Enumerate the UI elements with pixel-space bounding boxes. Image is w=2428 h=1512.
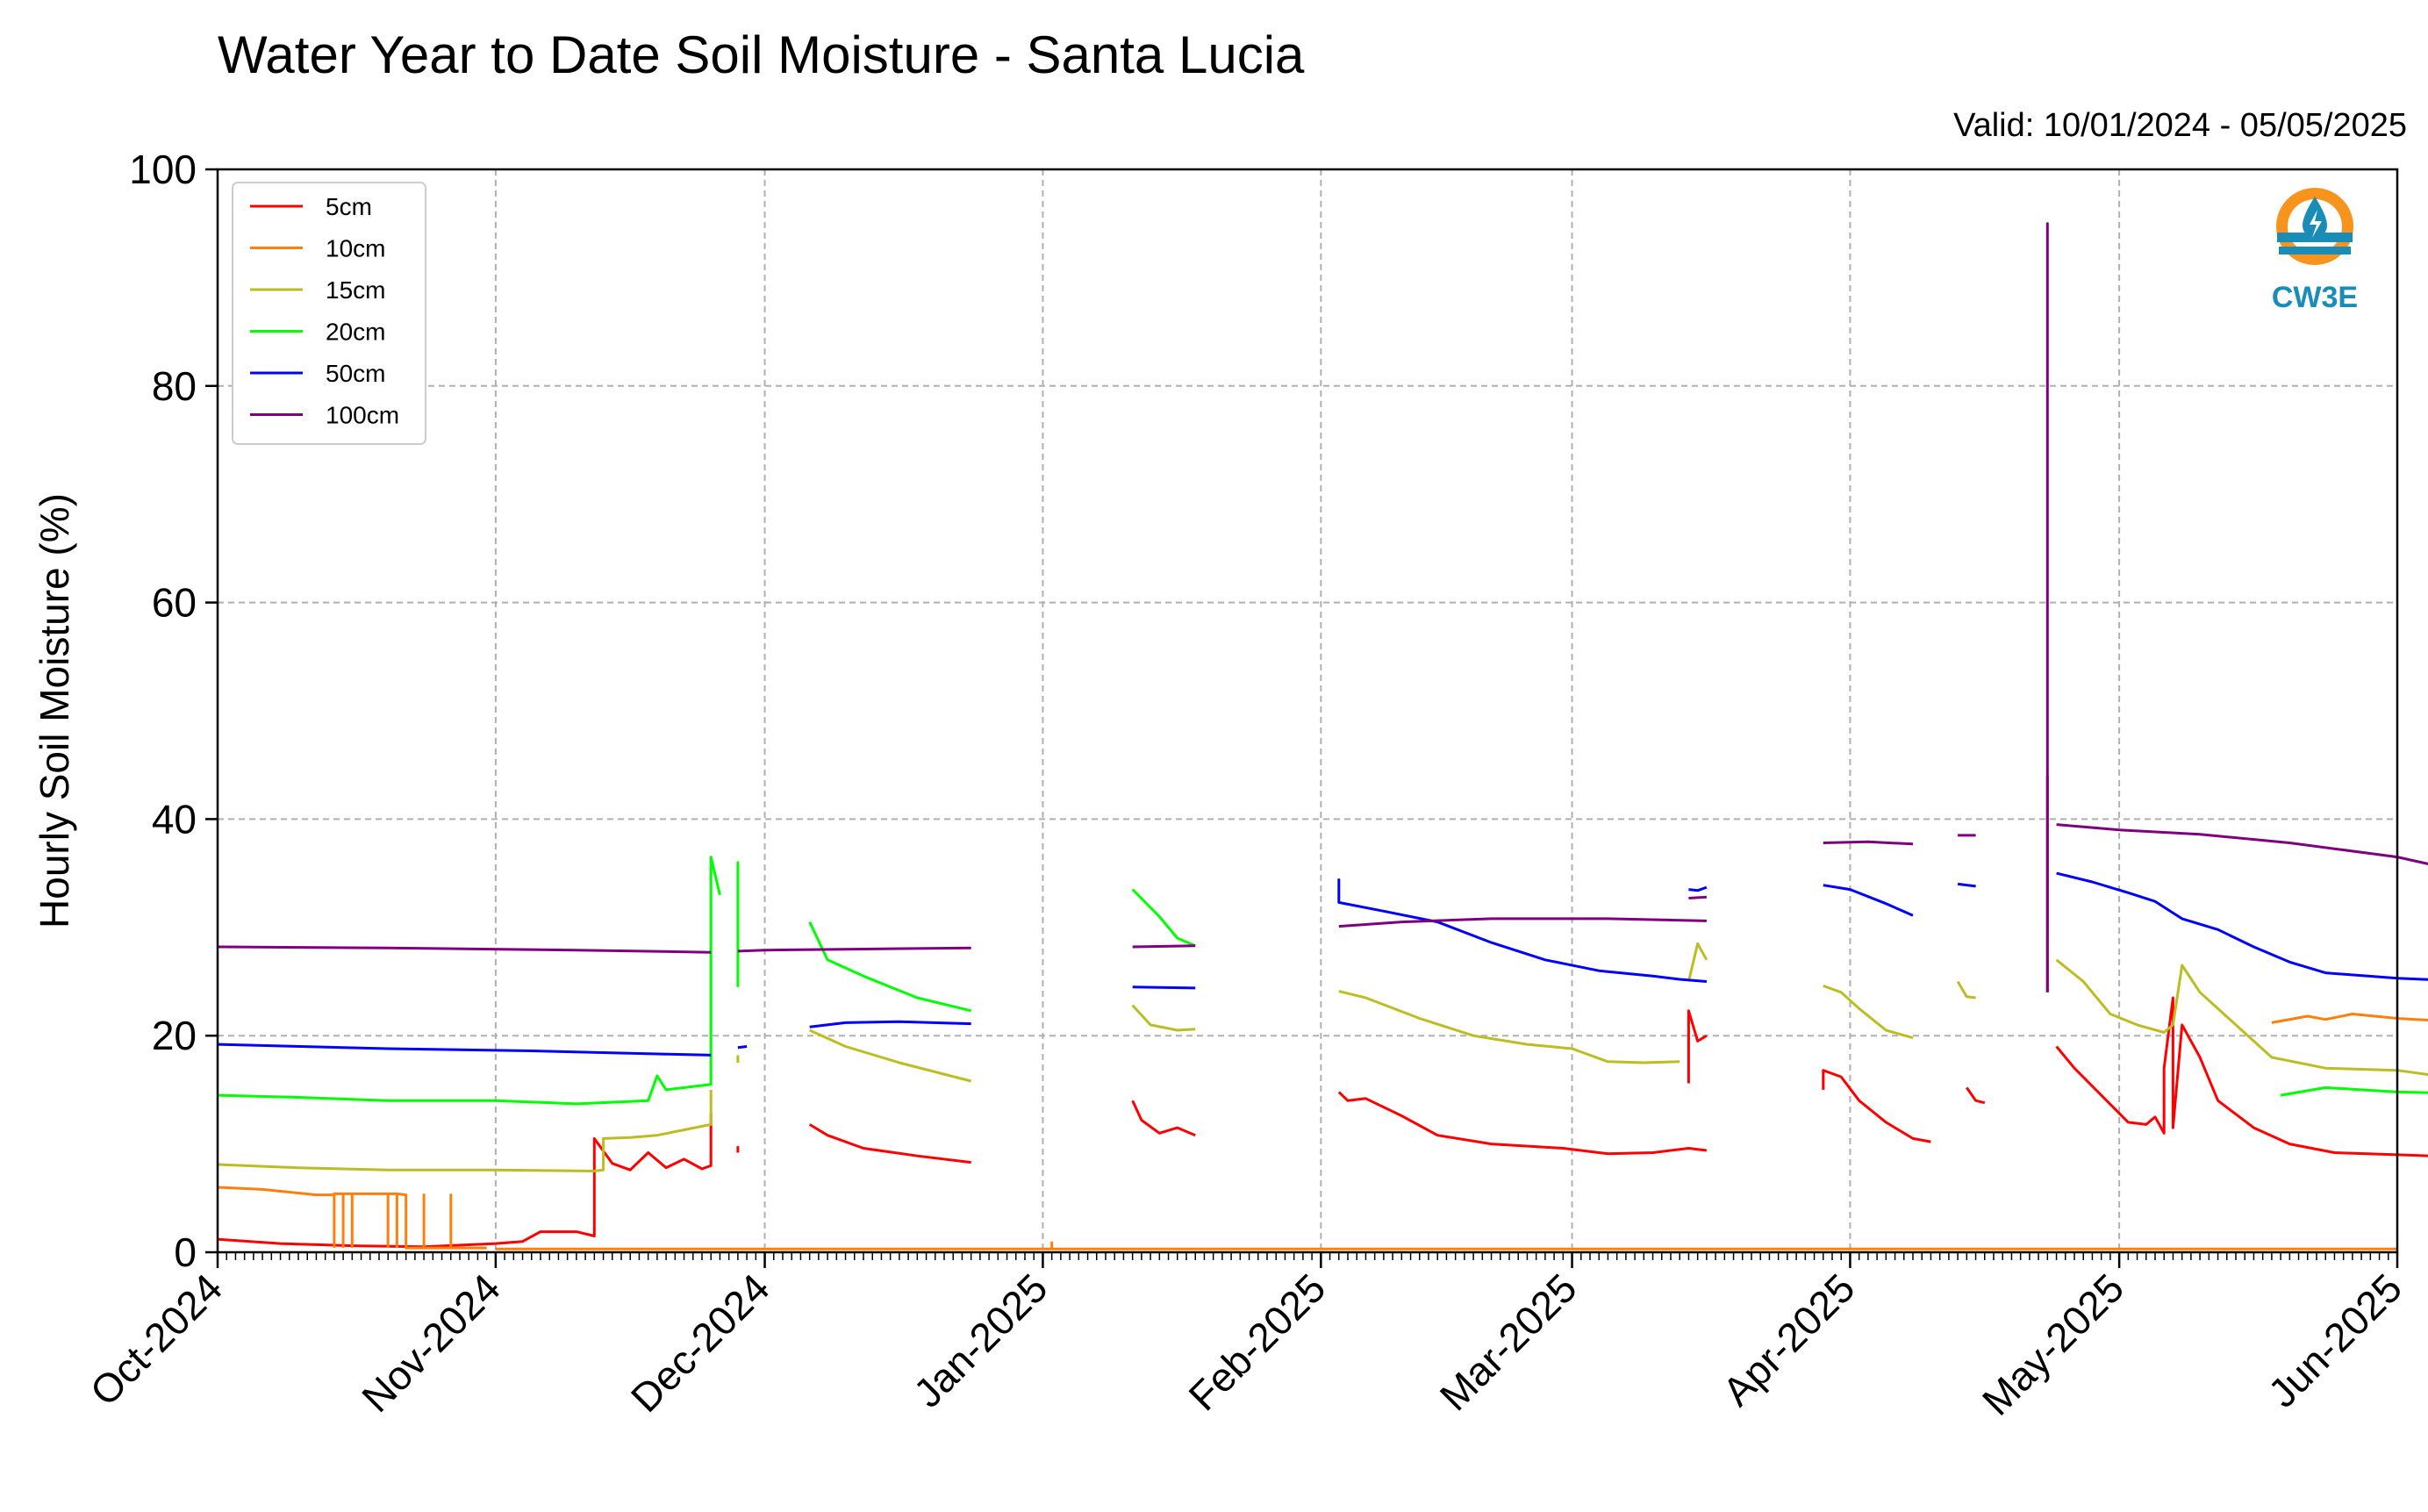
series-line-50cm [1688, 885, 1708, 892]
x-tick-label: Jan-2025 [905, 1265, 1056, 1415]
cw3e-logo-text: CW3E [2272, 281, 2358, 314]
y-tick-label: 0 [174, 1229, 197, 1275]
series-line-20cm [2280, 1086, 2428, 1097]
series-line-15cm [1823, 984, 1914, 1040]
y-tick-label: 40 [152, 796, 197, 842]
series-line-15cm [809, 1028, 972, 1083]
series-line-50cm [2056, 871, 2428, 981]
series-line-5cm [1687, 1009, 1708, 1084]
series-line-15cm [1131, 1004, 1196, 1032]
series-line-5cm [1822, 1069, 1931, 1143]
x-tick-label: Mar-2025 [1431, 1265, 1586, 1419]
series-line-50cm [1132, 985, 1196, 990]
series-line-100cm [1688, 895, 1707, 899]
series-line-100cm [1823, 840, 1914, 846]
series-line-50cm [1957, 882, 1976, 888]
series-line-50cm [809, 1020, 971, 1028]
series-line-100cm [1132, 944, 1196, 949]
legend: 5cm 10cm 15cm 20cm 50cm 100cm [232, 182, 426, 445]
legend-label-20cm: 20cm [326, 319, 385, 346]
series-line-50cm [1823, 884, 1914, 917]
y-tick-label: 60 [152, 580, 197, 626]
x-tick-label: Nov-2024 [353, 1265, 509, 1421]
legend-label-50cm: 50cm [326, 360, 385, 387]
series-line-5cm [1966, 1086, 1986, 1105]
legend-label-5cm: 5cm [326, 193, 372, 220]
x-tick-label: Apr-2025 [1714, 1265, 1864, 1415]
series-20cm [217, 856, 2428, 1106]
series-line-20cm [217, 856, 721, 1106]
series-line-100cm [1338, 917, 1707, 928]
legend-label-10cm: 10cm [326, 235, 385, 262]
chart-title: Water Year to Date Soil Moisture - Santa… [218, 25, 1305, 84]
series-line-15cm [217, 1089, 713, 1172]
series-50cm [217, 871, 2428, 1057]
series-line-10cm [217, 1186, 487, 1250]
series-line-15cm [1687, 942, 1708, 982]
series-line-5cm [1337, 1091, 1708, 1156]
series-line-50cm [217, 1043, 712, 1057]
series-line-5cm [808, 1123, 971, 1164]
series-line-15cm [1956, 980, 1976, 1000]
x-tick-label: Dec-2024 [622, 1265, 778, 1421]
x-tick-label: May-2025 [1973, 1265, 2132, 1423]
series-15cm [217, 927, 2428, 1172]
y-axis-label: Hourly Soil Moisture (%) [32, 493, 77, 928]
series-line-5cm [217, 1114, 713, 1249]
series-line-15cm [2055, 958, 2428, 1077]
series-5cm [217, 774, 2428, 1249]
grid-lines [218, 169, 2397, 1252]
legend-label-100cm: 100cm [326, 402, 399, 429]
x-tick-label: Feb-2025 [1179, 1265, 1334, 1419]
series-line-100cm [217, 945, 712, 954]
series-line-50cm [737, 1045, 748, 1050]
series-line-5cm [2055, 996, 2428, 1157]
y-tick-label: 20 [152, 1013, 197, 1058]
series-line-20cm [1131, 888, 1196, 948]
series-line-5cm [1131, 1100, 1196, 1137]
x-tick-label: Jun-2025 [2260, 1265, 2410, 1415]
cw3e-logo: CW3E [2272, 188, 2358, 314]
series-line-10cm [2271, 1013, 2428, 1024]
series-line-50cm [1337, 878, 1708, 983]
series-line-100cm [2056, 823, 2428, 865]
series-line-100cm [737, 946, 971, 953]
series-lines [217, 222, 2428, 1250]
series-line-20cm [808, 921, 972, 1013]
series-10cm [217, 1013, 2428, 1250]
plot-frame [216, 168, 2399, 1254]
series-100cm [217, 222, 2428, 992]
y-tick-label: 100 [129, 147, 197, 192]
y-tick-label: 80 [152, 363, 197, 409]
x-tick-label: Oct-2024 [82, 1265, 232, 1415]
valid-date-range: Valid: 10/01/2024 - 05/05/2025 [1953, 107, 2407, 144]
legend-label-15cm: 15cm [326, 276, 385, 304]
series-line-15cm [1338, 990, 1680, 1064]
